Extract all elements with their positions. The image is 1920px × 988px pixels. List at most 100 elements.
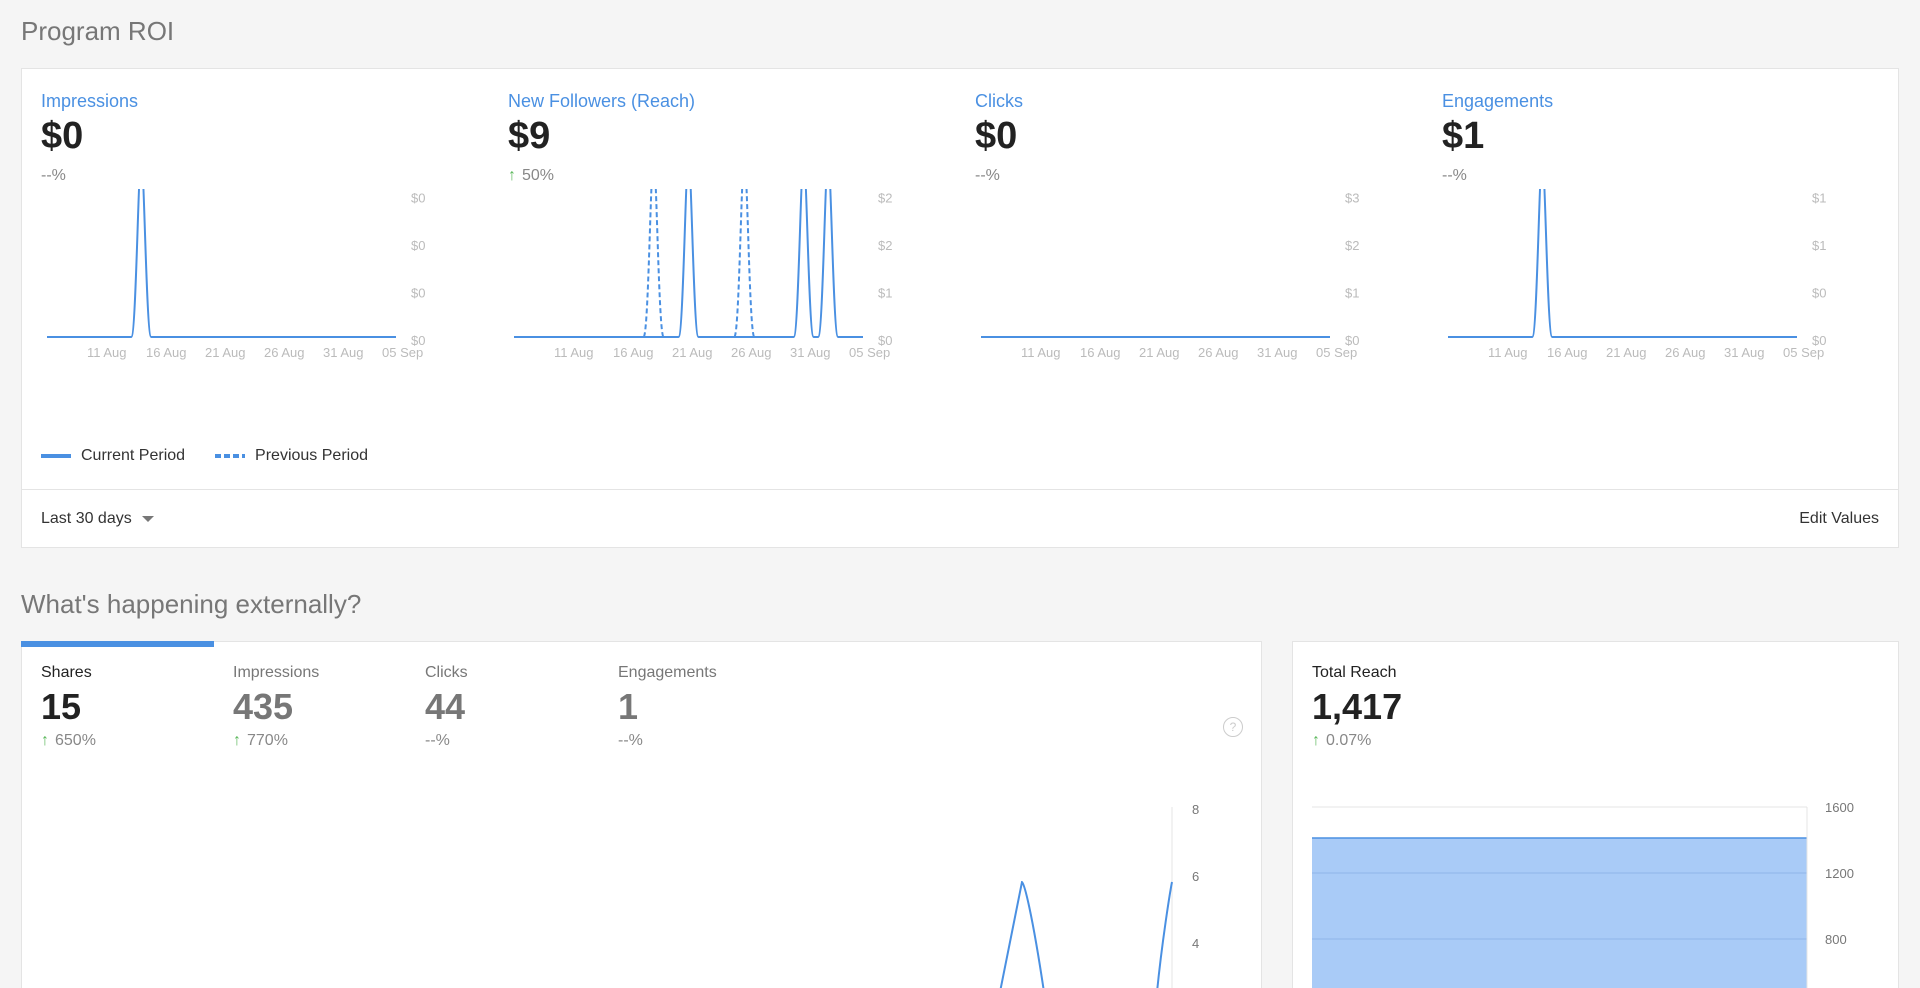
external-title: What's happening externally? [21,589,362,619]
roi-label[interactable]: Clicks [975,91,1023,111]
roi-charts: $0 $0 $0 $0 $0 11 Aug 16 Aug 21 Aug 26 Aug 31 Aug… [47,189,1826,360]
previous-period-line [642,189,665,338]
y-tick: $0 [878,333,892,348]
x-tick: 26 Aug [1665,345,1706,360]
legend-previous[interactable]: Previous Period [215,447,368,465]
total-reach-card: Total Reach 1,417 ↑ 0.07% 1600 1200 800 [1292,641,1899,988]
arrow-up-icon: ↑ [508,167,516,184]
tab-engagements[interactable]: Engagements 1 --% [618,664,717,750]
roi-value: $0 [41,115,84,157]
roi-metric-engagements: Engagements $1 --% [1442,69,1882,449]
current-period-line [514,189,863,338]
y-tick: 1200 [1825,866,1854,881]
roi-label[interactable]: New Followers (Reach) [508,91,696,111]
stat-value: 1,417 [1312,686,1403,727]
edit-values-button[interactable]: Edit Values [1799,510,1879,527]
roi-change: --% [975,167,1000,184]
stat-change: --% [425,732,450,749]
y-tick: 4 [1192,936,1199,951]
y-tick: $0 [411,191,425,206]
x-tick: 16 Aug [613,345,654,360]
y-tick: $3 [1345,191,1359,206]
roi-metric-clicks: Clicks $0 --% [975,69,1415,449]
stat-value: 1 [618,686,639,727]
shares-line [999,880,1045,988]
date-range-dropdown[interactable]: Last 30 days [41,510,154,528]
arrow-up-icon: ↑ [41,732,49,749]
y-tick: $1 [1812,191,1826,206]
x-tick: 11 Aug [1488,345,1528,360]
x-tick: 31 Aug [323,345,364,360]
date-range-label: Last 30 days [41,510,132,527]
stat-change: --% [618,732,643,749]
stat-label: Shares [41,664,92,681]
caret-down-icon [141,516,154,522]
tab-clicks[interactable]: Clicks 44 --% [425,664,468,750]
x-tick: 05 Sep [1316,345,1357,360]
y-tick: 8 [1192,802,1199,817]
reach-area [1312,838,1807,988]
roi-label[interactable]: Impressions [41,91,139,111]
y-tick: $0 [1812,333,1826,348]
x-tick: 26 Aug [731,345,772,360]
x-tick: 21 Aug [205,345,246,360]
shares-chart: 8 6 4 [999,802,1199,988]
x-tick: 05 Sep [382,345,423,360]
legend-current-label: Current Period [81,447,186,464]
tab-impressions[interactable]: Impressions 435 ↑ 770% [233,664,319,750]
y-tick: $0 [411,286,425,301]
legend-solid-line-icon [41,454,71,458]
roi-metric-impressions: Impressions $0 --% [41,69,481,449]
legend-current[interactable]: Current Period [41,447,185,465]
roi-change: --% [41,167,66,184]
y-tick: $2 [1345,238,1359,253]
y-tick: $1 [1812,238,1826,253]
y-tick: $0 [411,238,425,253]
roi-value: $9 [508,115,551,157]
stat-value: 15 [41,686,82,727]
external-card: Shares 15 ↑ 650% Impressions 435 ↑ 770% Cl… [21,641,1262,988]
arrow-up-icon: ↑ [233,732,241,749]
active-tab-indicator [21,641,214,647]
shares-line [1156,881,1173,988]
x-tick: 21 Aug [1606,345,1647,360]
roi-change: --% [1442,167,1467,184]
roi-value: $1 [1442,115,1485,157]
roi-change: ↑ 50% [508,167,555,184]
y-tick: $1 [1345,286,1359,301]
program-roi-title: Program ROI [21,16,175,46]
roi-footer: Last 30 days Edit Values [22,489,1898,548]
x-tick: 11 Aug [554,345,594,360]
y-tick: 6 [1192,869,1199,884]
y-tick: 800 [1825,932,1847,947]
x-tick: 16 Aug [1080,345,1121,360]
current-period-line [47,189,396,338]
stat-change: ↑ 770% [233,732,288,749]
x-tick: 11 Aug [87,345,127,360]
x-tick: 31 Aug [1257,345,1298,360]
y-tick: 1600 [1825,800,1854,815]
stat-label: Clicks [425,664,468,681]
x-tick: 21 Aug [672,345,713,360]
y-tick: $1 [878,286,892,301]
stat-label: Engagements [618,664,717,681]
stat-change: ↑ 650% [41,732,96,749]
chart-legend: Current Period Previous Period [41,447,368,465]
roi-value: $0 [975,115,1018,157]
total-reach-stat: Total Reach 1,417 ↑ 0.07% [1312,664,1402,750]
legend-dashed-line-icon [215,454,246,458]
total-reach-chart: 1600 1200 800 [1312,800,1854,988]
legend-previous-label: Previous Period [255,447,368,464]
y-tick: $2 [878,238,892,253]
y-tick: $2 [878,191,892,206]
x-tick: 05 Sep [1783,345,1824,360]
roi-label[interactable]: Engagements [1442,91,1554,111]
y-tick: $0 [1812,286,1826,301]
x-tick: 16 Aug [1547,345,1588,360]
x-tick: 26 Aug [264,345,305,360]
stat-value: 435 [233,686,294,727]
tab-shares[interactable]: Shares 15 ↑ 650% [41,664,96,750]
previous-period-line [733,189,756,338]
program-roi-card: Impressions $0 --% New Followers (Reach)… [21,68,1899,548]
help-icon[interactable]: ? [1223,717,1243,737]
